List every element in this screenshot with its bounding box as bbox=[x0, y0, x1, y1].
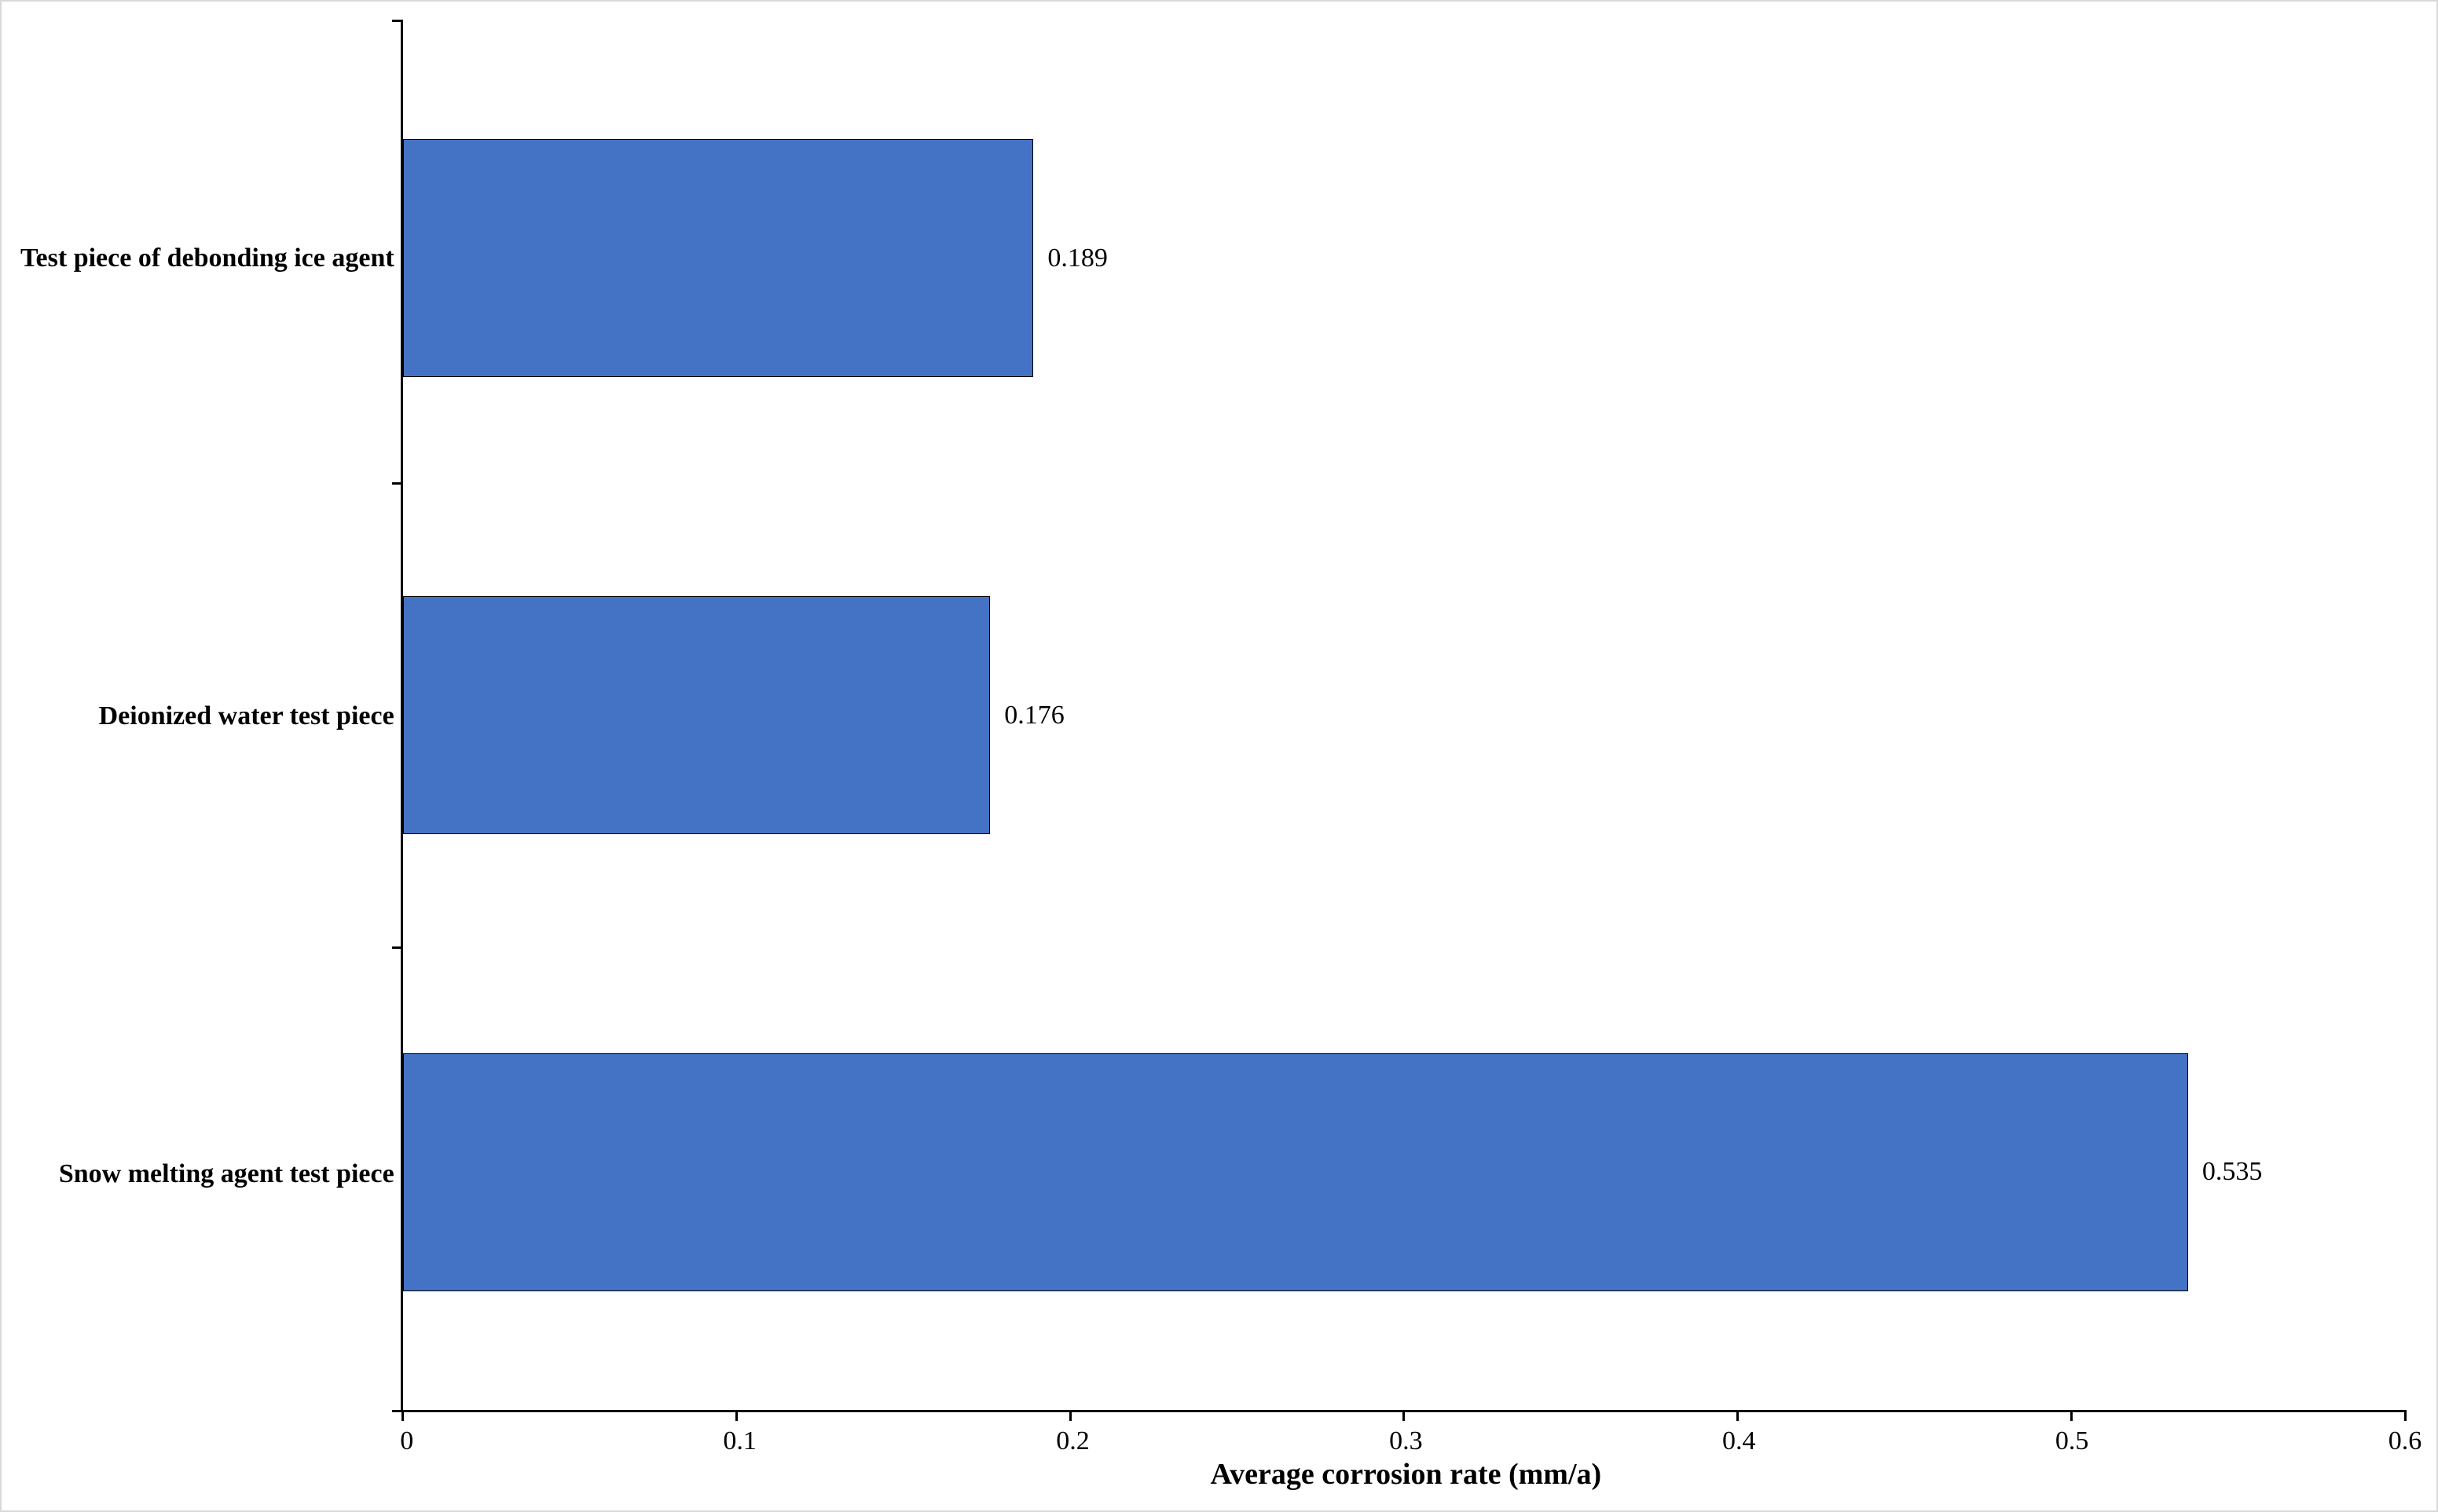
x-axis-tick bbox=[1402, 1410, 1405, 1421]
x-axis-tick-labels-row: 00.10.20.30.40.50.6 bbox=[20, 1412, 2405, 1449]
x-axis-tick bbox=[1736, 1410, 1739, 1421]
bar-value-label: 0.176 bbox=[1004, 701, 1065, 730]
x-axis-title: Average corrosion rate (mm/a) bbox=[407, 1457, 2405, 1492]
category-label: Deionized water test piece bbox=[20, 701, 394, 731]
spacer bbox=[20, 1412, 407, 1449]
x-axis-tick-label: 0.6 bbox=[2389, 1426, 2422, 1456]
category-label: Snow melting agent test piece bbox=[20, 1159, 394, 1189]
plot-row: Test piece of debonding ice agent Deioniz… bbox=[20, 20, 2405, 1412]
bar bbox=[403, 596, 991, 834]
y-axis-tick bbox=[392, 20, 403, 22]
x-axis-title-row: Average corrosion rate (mm/a) bbox=[20, 1449, 2405, 1492]
x-axis-tick bbox=[2070, 1410, 2073, 1421]
category-label: Test piece of debonding ice agent bbox=[20, 243, 394, 273]
x-axis-tick bbox=[735, 1410, 738, 1421]
y-axis-tick bbox=[392, 482, 403, 485]
bar-row: 0.189 bbox=[403, 67, 2405, 451]
bar bbox=[403, 139, 1034, 377]
chart: Test piece of debonding ice agent Deioniz… bbox=[20, 20, 2405, 1492]
x-axis-tick-label: 0.4 bbox=[1722, 1426, 1756, 1456]
x-axis-tick bbox=[2404, 1410, 2407, 1421]
bar-value-label: 0.189 bbox=[1047, 243, 1108, 273]
x-axis-tick-label: 0.5 bbox=[2055, 1426, 2089, 1456]
x-axis-tick bbox=[1069, 1410, 1072, 1421]
plot-area: 0.189 0.176 0.535 bbox=[401, 20, 2405, 1412]
x-axis-tick bbox=[401, 1410, 404, 1421]
bar bbox=[403, 1053, 2188, 1291]
bar-row: 0.176 bbox=[403, 523, 2405, 907]
x-axis-tick-label: 0 bbox=[400, 1426, 413, 1456]
x-axis-tick-label: 0.1 bbox=[723, 1426, 757, 1456]
chart-frame: Test piece of debonding ice agent Deioniz… bbox=[0, 0, 2438, 1512]
bar-value-label: 0.535 bbox=[2202, 1157, 2263, 1187]
bar-row: 0.535 bbox=[403, 980, 2405, 1364]
x-axis-tick-label: 0.3 bbox=[1389, 1426, 1423, 1456]
x-axis-tick-labels: 00.10.20.30.40.50.6 bbox=[407, 1426, 2405, 1449]
y-axis-tick bbox=[392, 946, 403, 949]
y-axis-category-labels: Test piece of debonding ice agent Deioniz… bbox=[20, 20, 401, 1412]
x-axis-tick-label: 0.2 bbox=[1056, 1426, 1090, 1456]
spacer bbox=[20, 1449, 407, 1492]
